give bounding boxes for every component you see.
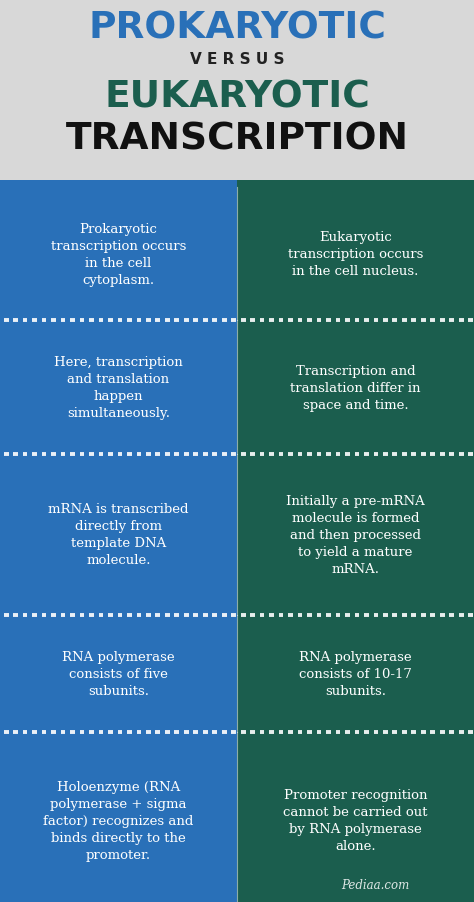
Text: TRANSCRIPTION: TRANSCRIPTION xyxy=(65,121,409,157)
Bar xyxy=(237,732,474,902)
Bar xyxy=(0,188,237,321)
Text: RNA polymerase
consists of five
subunits.: RNA polymerase consists of five subunits… xyxy=(62,650,175,697)
Text: Initially a pre-mRNA
molecule is formed
and then processed
to yield a mature
mRN: Initially a pre-mRNA molecule is formed … xyxy=(286,494,425,575)
Text: Promoter recognition
cannot be carried out
by RNA polymerase
alone.: Promoter recognition cannot be carried o… xyxy=(283,788,428,852)
Text: EUKARYOTIC: EUKARYOTIC xyxy=(104,79,370,115)
Bar xyxy=(237,455,474,615)
Text: Holoenzyme (RNA
polymerase + sigma
factor) recognizes and
binds directly to the
: Holoenzyme (RNA polymerase + sigma facto… xyxy=(43,780,194,861)
Text: PROKARYOTIC: PROKARYOTIC xyxy=(88,11,386,47)
Bar xyxy=(0,0,474,180)
Bar xyxy=(237,615,474,732)
Bar xyxy=(0,321,237,455)
Bar xyxy=(237,188,474,321)
Text: RNA polymerase
consists of 10-17
subunits.: RNA polymerase consists of 10-17 subunit… xyxy=(299,650,412,697)
Text: Transcription and
translation differ in
space and time.: Transcription and translation differ in … xyxy=(290,364,421,411)
Bar xyxy=(0,455,237,615)
Text: Here, transcription
and translation
happen
simultaneously.: Here, transcription and translation happ… xyxy=(54,356,183,419)
Text: Eukaryotic
transcription occurs
in the cell nucleus.: Eukaryotic transcription occurs in the c… xyxy=(288,231,423,278)
Bar xyxy=(237,321,474,455)
Text: mRNA is transcribed
directly from
template DNA
molecule.: mRNA is transcribed directly from templa… xyxy=(48,503,189,566)
Bar xyxy=(0,180,237,188)
Text: V E R S U S: V E R S U S xyxy=(190,52,284,68)
Bar xyxy=(0,615,237,732)
Bar xyxy=(0,732,237,902)
Bar xyxy=(237,180,474,188)
Text: Prokaryotic
transcription occurs
in the cell
cytoplasm.: Prokaryotic transcription occurs in the … xyxy=(51,223,186,286)
Text: Pediaa.com: Pediaa.com xyxy=(341,879,410,891)
